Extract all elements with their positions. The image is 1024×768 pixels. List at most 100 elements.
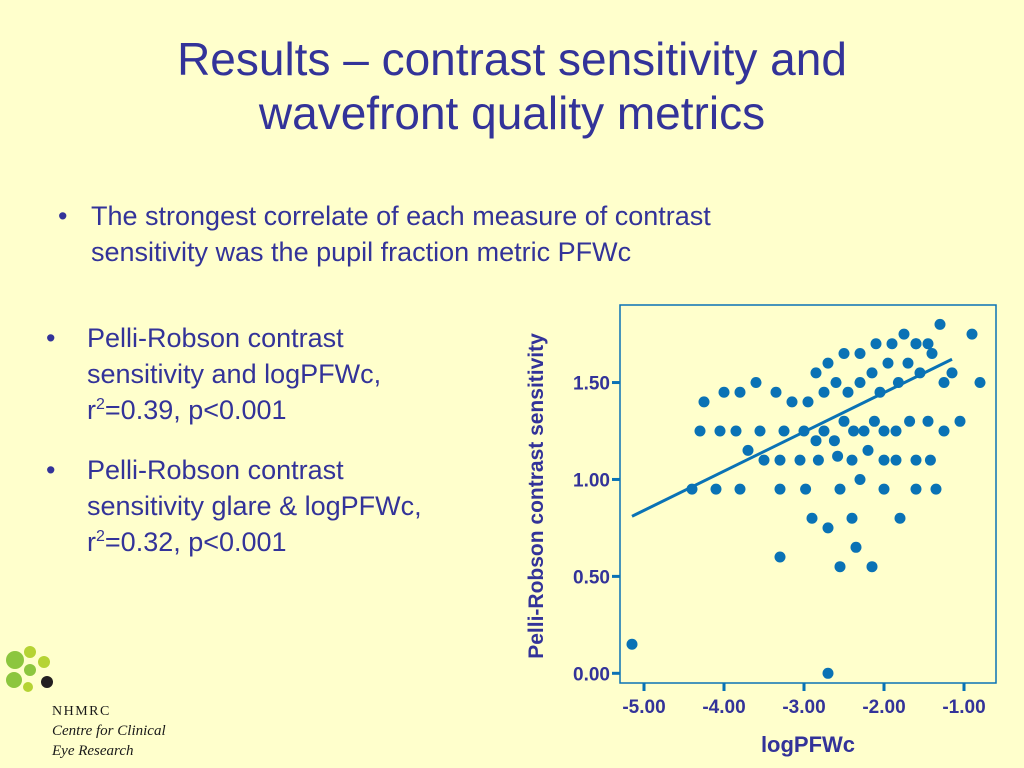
data-point [828,435,840,447]
data-point [710,483,722,495]
data-point [838,347,850,359]
data-point [874,386,886,398]
data-point [822,522,834,534]
x-tick-label: -3.00 [782,697,825,718]
data-point [870,338,882,350]
data-point [750,377,762,389]
data-point [914,367,926,379]
data-point [866,561,878,573]
data-point [754,425,766,437]
logo-dot [6,651,24,669]
bullet-strongest-correlate: • The strongest correlate of each measur… [58,198,958,270]
data-point [818,425,830,437]
data-point [846,454,858,466]
data-point [850,541,862,553]
x-tick-label: -2.00 [862,697,905,718]
data-point [806,512,818,524]
x-tick-label: -5.00 [622,697,665,718]
data-point [922,415,934,427]
data-point [930,483,942,495]
bullet-pelli-robson: • Pelli-Robson contrast sensitivity and … [46,320,506,428]
data-point [878,483,890,495]
data-point [954,415,966,427]
y-axis-label: Pelli-Robson contrast sensitivity [525,333,548,659]
data-point [742,444,754,456]
data-point [758,454,770,466]
data-point [910,454,922,466]
data-point [926,347,938,359]
data-point [822,667,834,679]
title-line-1: Results – contrast sensitivity and [177,33,847,85]
data-point [890,425,902,437]
bullet3-line-3: r2=0.32, p<0.001 [87,524,516,560]
logo-subtitle-1: Centre for Clinical [52,723,166,739]
data-point [922,338,934,350]
data-point [774,454,786,466]
data-point [774,483,786,495]
chart-marks: 0.00 0.50 1.00 1.50 -5.00 -4.00 -3.00 -2.00 -1.0… [573,318,986,718]
data-point [698,396,710,408]
data-point [946,367,958,379]
bullet-dot: • [46,455,56,485]
data-point [730,425,742,437]
data-point [934,318,946,330]
data-point [686,483,698,495]
bullet2-superscript: 2 [96,396,105,413]
data-point [800,483,812,495]
bullet1-line-2: sensitivity was the pupil fraction metri… [91,237,632,267]
title-line-2: wavefront quality metrics [258,87,766,139]
logo-dot [6,672,22,688]
data-point [854,347,866,359]
data-point [854,473,866,485]
data-point [924,454,936,466]
x-tick-label: -4.00 [702,697,745,718]
data-point [910,338,922,350]
data-point [858,425,870,437]
data-point [966,328,978,340]
data-point [842,386,854,398]
logo-dot [24,646,36,658]
data-point [902,357,914,369]
data-point [882,357,894,369]
data-point [894,512,906,524]
data-point [786,396,798,408]
bullet2-stats: =0.39, p<0.001 [104,395,287,425]
data-point [892,377,904,389]
logo-dot [24,664,36,676]
data-point [830,377,842,389]
logo-dot [23,682,33,692]
logo-subtitle-2: Eye Research [52,743,134,759]
y-tick-label: 0.00 [573,664,610,685]
data-point [714,425,726,437]
data-point [848,425,860,437]
slide-title: Results – contrast sensitivity and wavef… [0,32,1024,140]
bullet-dot: • [58,201,68,231]
data-point [910,483,922,495]
data-point [626,638,638,650]
data-point [818,386,830,398]
bullet3-line-2: sensitivity glare & logPFWc, [87,491,422,521]
bullet3-line-1: Pelli-Robson contrast [87,455,344,485]
bullet2-line-1: Pelli-Robson contrast [87,323,344,353]
data-point [832,450,844,462]
y-tick-label: 0.50 [573,567,610,588]
bullet3-r: r [87,527,96,557]
data-point [798,425,810,437]
regression-line [631,357,953,518]
bullet2-line-2: sensitivity and logPFWc, [87,359,382,389]
data-point [802,396,814,408]
data-point [734,483,746,495]
x-tick-label: -1.00 [942,697,985,718]
data-point [974,377,986,389]
data-point [838,415,850,427]
data-point [834,561,846,573]
data-point [822,357,834,369]
data-point [904,415,916,427]
y-tick-label: 1.00 [573,470,610,491]
bullet2-line-3: r2=0.39, p<0.001 [87,392,506,428]
data-point [886,338,898,350]
plot-frame [619,304,997,684]
data-point [812,454,824,466]
data-point [734,386,746,398]
